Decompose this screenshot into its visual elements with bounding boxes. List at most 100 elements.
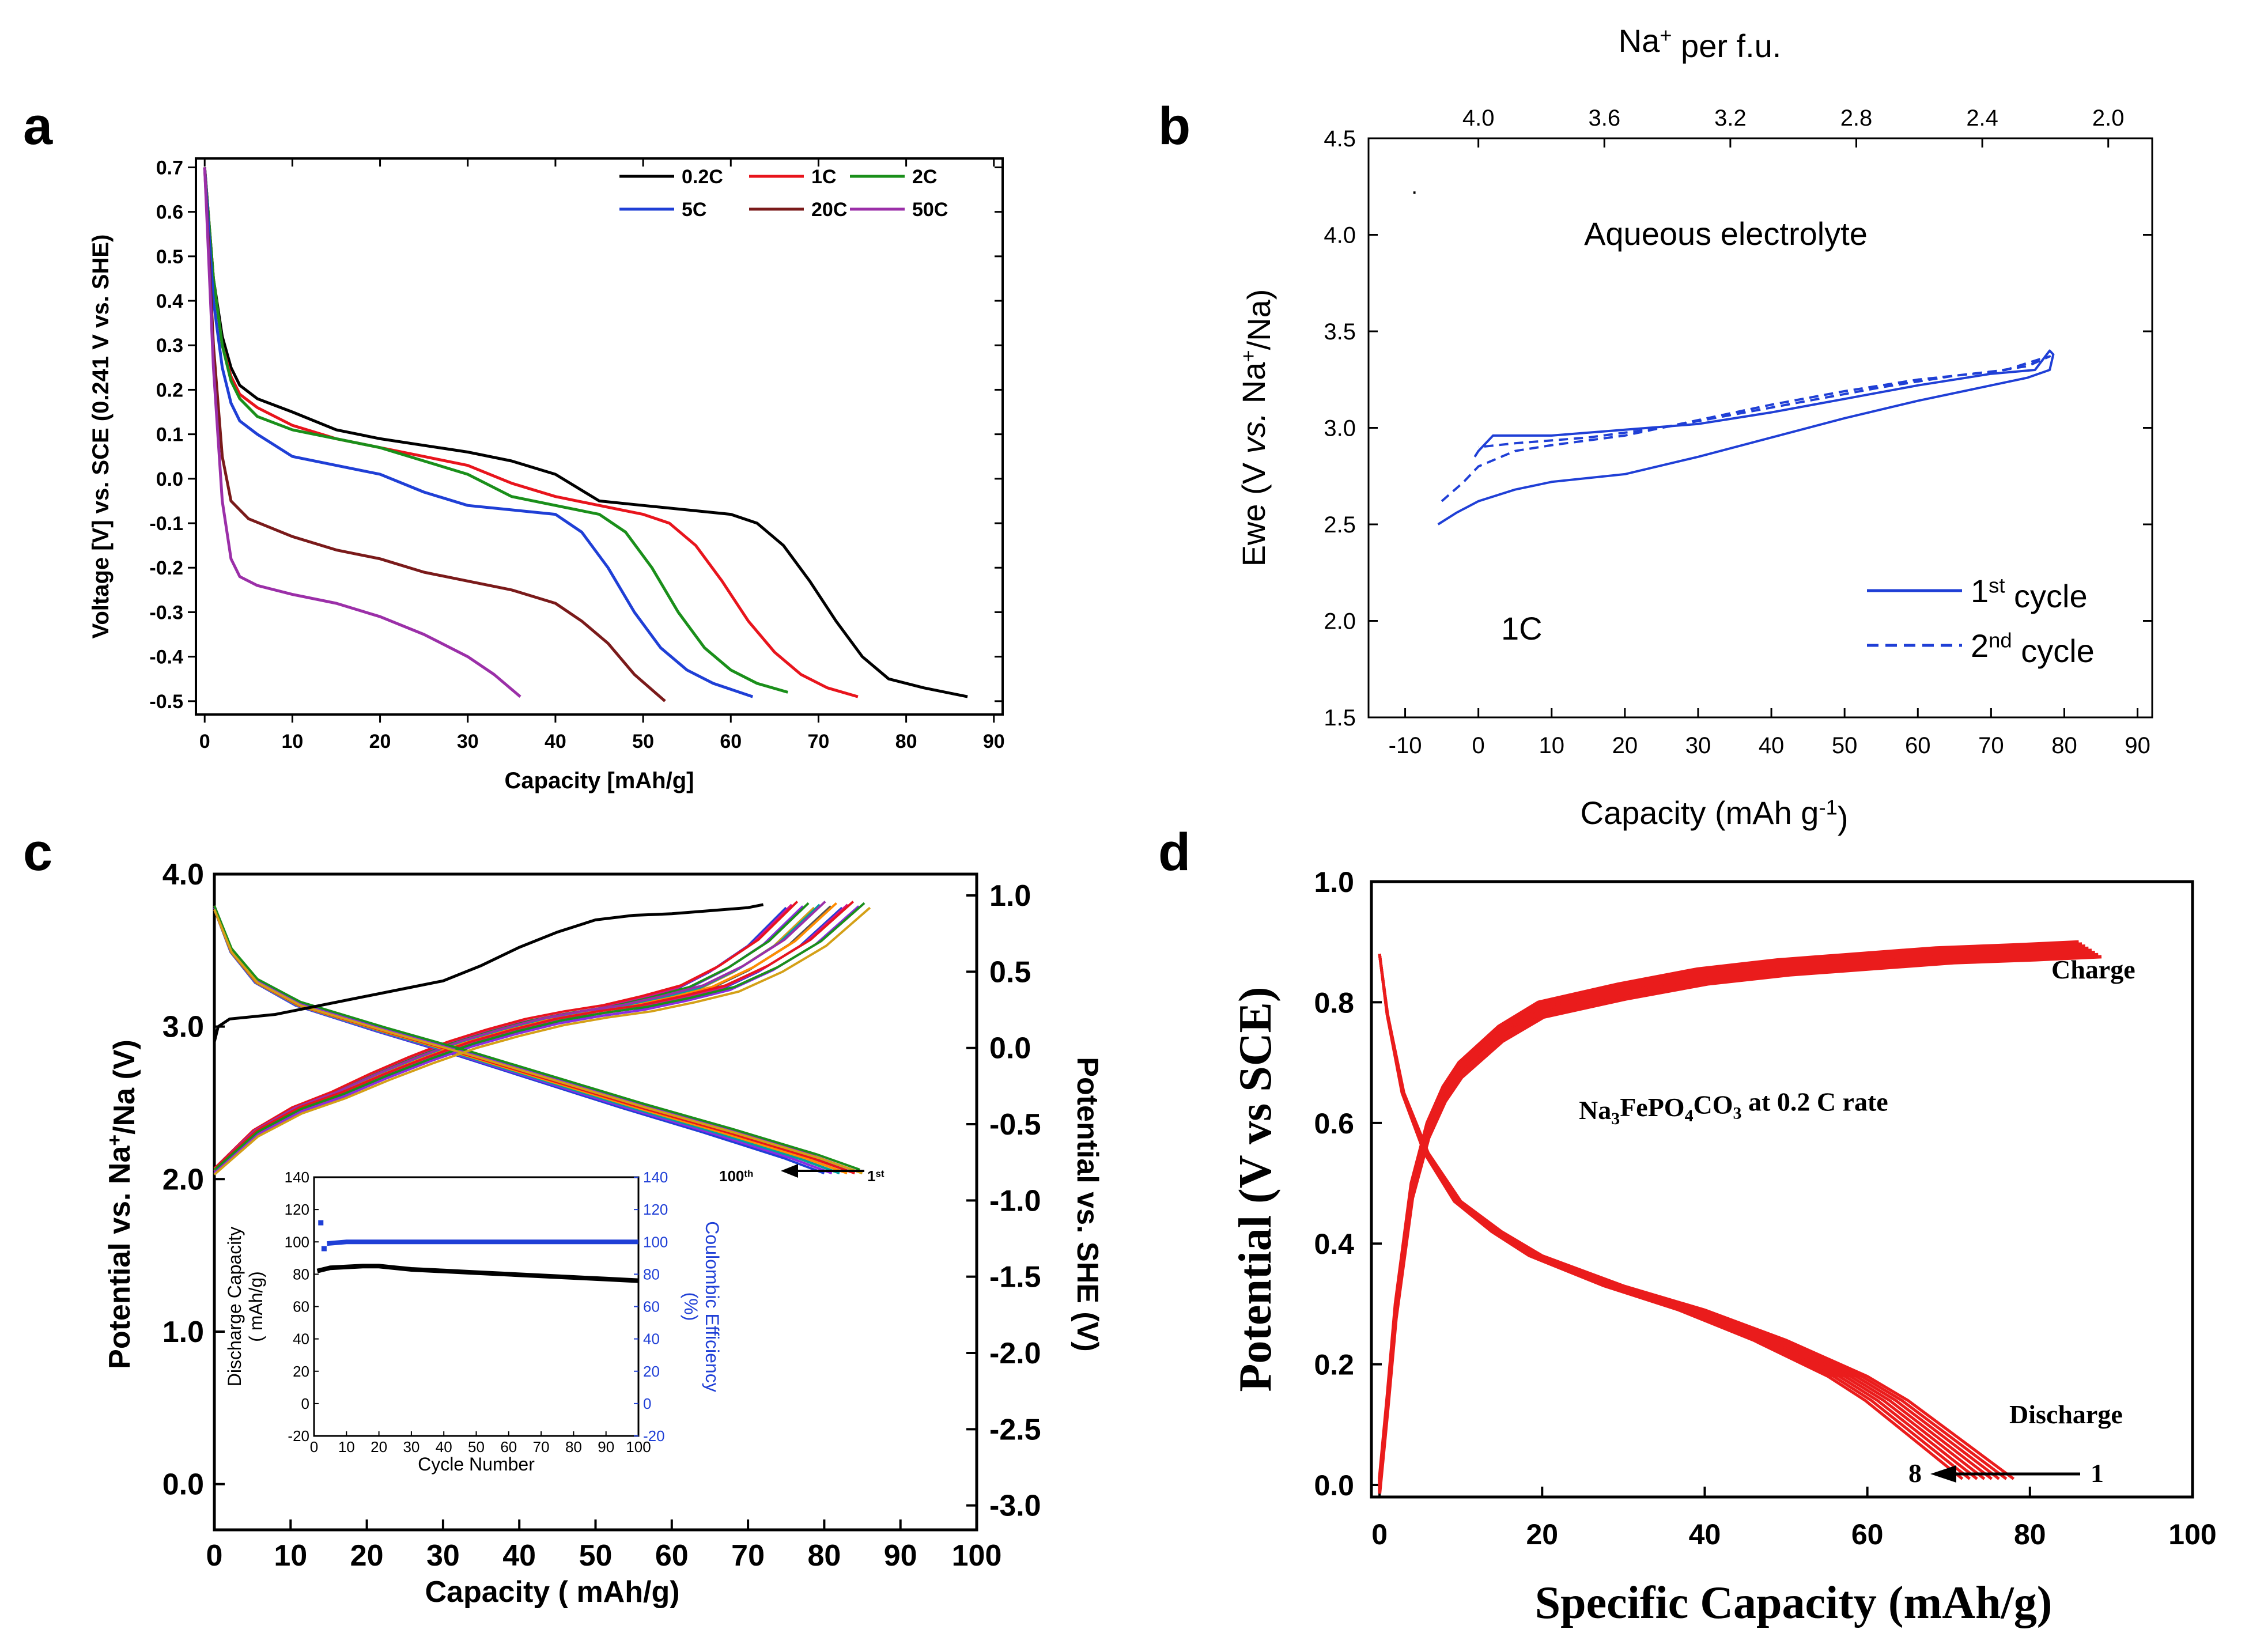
panel-d-compound-label-part: at 0.2 C rate <box>1742 1087 1888 1117</box>
panel-c-letter: c <box>23 823 52 882</box>
panel-d-charge-cycle <box>1378 946 2089 1485</box>
panel-d-xtick-label: 20 <box>1526 1518 1558 1551</box>
panel-a-series-5C <box>203 167 754 698</box>
panel-a-ytick-label: 0.7 <box>156 157 183 179</box>
panel-a-series-0.2C <box>203 167 968 698</box>
panel-a-ytick-label: -0.3 <box>149 602 183 623</box>
panel-b-ylabel-part: + <box>1237 350 1260 362</box>
panel-d-compound-label-part: 3 <box>1611 1109 1620 1128</box>
panel-c-inset-ylabel-2: ( mAh/g) <box>245 1271 266 1342</box>
panel-b-dot: · <box>1411 179 1418 204</box>
panel-c-inset-xtick-label: 10 <box>338 1438 355 1456</box>
panel-d-ytick-label: 0.2 <box>1314 1349 1354 1381</box>
panel-a-legend-label: 50C <box>912 199 948 221</box>
panel-a-xtick-label: 30 <box>457 731 479 753</box>
panel-c-right-tick-label: -2.0 <box>989 1337 1041 1370</box>
panel-d-charge-cycle <box>1378 944 2085 1484</box>
panel-c-inset-frame <box>313 1176 640 1437</box>
panel-a-ytick-label: 0.3 <box>156 335 183 357</box>
panel-b-ylabel-part: vs. <box>1235 413 1272 454</box>
panel-c-inset-ytick-label: 80 <box>293 1265 309 1283</box>
panel-a-legend-label: 1C <box>811 166 836 188</box>
panel-b-xtick-label: 70 <box>1978 733 2004 758</box>
panel-d-xtick-label: 60 <box>1851 1518 1884 1551</box>
panel-b-series-2nd cycle <box>1441 355 2051 502</box>
panel-c-inset-xtick-label: 60 <box>500 1438 517 1456</box>
panel-c-inset-xtick-label: 50 <box>468 1438 485 1456</box>
panel-b-xtick-label: -10 <box>1389 733 1422 758</box>
panel-b-ylabel: Ewe (V vs. Na+/Na) <box>1235 289 1277 567</box>
panel-a-legend-label: 20C <box>811 199 847 221</box>
panel-c-inset-xtick-label: 0 <box>310 1438 318 1456</box>
panel-b-title: Aqueous electrolyte <box>1584 216 1868 252</box>
panel-c-inset-ytick-label: 20 <box>293 1363 309 1380</box>
panel-d-arrow-start: 8 <box>1908 1458 1922 1488</box>
panel-b-ytick-label: 4.0 <box>1324 223 1356 248</box>
panel-c-inset-ytick-label: 0 <box>301 1395 309 1412</box>
panel-c-inset-ytick-label: 140 <box>285 1169 309 1186</box>
panel-b-letter: b <box>1158 97 1190 156</box>
panel-a-xtick-label: 50 <box>632 731 654 753</box>
panel-d-arrow-head <box>1930 1465 1956 1483</box>
panel-c-inset-capacity <box>316 1264 639 1283</box>
panel-b-top-xlabel: Na+ per f.u. <box>1619 22 1782 64</box>
panel-d-compound-label-part: 3 <box>1733 1103 1742 1122</box>
panel-d-xtick-label: 40 <box>1689 1518 1721 1551</box>
panel-b-ytick-label: 4.5 <box>1324 126 1356 152</box>
panel-b-xtick-label: 60 <box>1905 733 1931 758</box>
panel-a: a 0 10 20 30 40 50 60 70 80 90 -0.5 -0.4 -0.3 -0.2 -0.1… <box>23 97 1005 793</box>
panel-d-charge-label: Charge <box>2051 955 2135 984</box>
panel-c-ylabel-part: Potential vs. Na <box>103 1146 137 1369</box>
panel-d: d 0 20 40 60 80 100 0.0 0.2 0.4 0.6 0.8 1.0 Specific … <box>1158 823 2217 1628</box>
panel-c-inset-xtick-label: 100 <box>626 1438 651 1456</box>
panel-b-xtick-label: 80 <box>2051 733 2077 758</box>
panel-a-ytick-label: -0.4 <box>149 647 183 668</box>
panel-c-inset-right-ylabel-2: (%) <box>681 1292 701 1321</box>
panel-c-ytick-label: 4.0 <box>162 858 204 891</box>
panel-a-ytick-label: -0.5 <box>149 691 183 713</box>
panel-b-legend-label-part: cycle <box>2012 633 2095 669</box>
panel-c-xtick-label: 60 <box>655 1539 689 1572</box>
panel-b-top-tick-label: 2.8 <box>1840 105 1873 131</box>
panel-d-compound-label-part: CO <box>1694 1090 1733 1119</box>
panel-b-legend-label: 1st cycle <box>1971 573 2088 614</box>
panel-c-inset-xtick-label: 90 <box>598 1438 614 1456</box>
panel-a-ytick-label: 0.0 <box>156 468 183 490</box>
panel-b-ylabel-part: Na <box>1235 362 1272 413</box>
panel-b-ytick-label: 3.0 <box>1324 416 1356 441</box>
panel-d-ylabel: Potential (V vs SCE) <box>1230 987 1281 1392</box>
panel-c-inset-eff-second <box>321 1246 327 1252</box>
panel-c-right-tick-label: 0.0 <box>989 1032 1031 1065</box>
panel-c-inset-ytick-label: 100 <box>285 1233 309 1250</box>
panel-b-xlabel: Capacity (mAh g-1) <box>1581 795 1849 836</box>
panel-c-ann-100-part: th <box>744 1168 753 1179</box>
panel-d-ytick-label: 0.0 <box>1314 1469 1354 1502</box>
panel-c-inset-efficiency <box>327 1239 638 1246</box>
panel-c-discharge-cycle <box>213 905 860 1171</box>
panel-b-legend-label-part: nd <box>1989 629 2012 652</box>
panel-c-right-tick-label: 1.0 <box>989 879 1031 913</box>
panel-c-inset-ylabel-1: Discharge Capacity <box>224 1227 245 1386</box>
panel-c-right-tick-label: -2.5 <box>989 1413 1041 1446</box>
panel-c-discharge-cycle <box>213 909 848 1175</box>
panel-d-charge-cycle <box>1378 955 2102 1494</box>
panel-c-charge-cycle <box>213 902 865 1171</box>
panel-d-xlabel: Specific Capacity (mAh/g) <box>1535 1578 2053 1628</box>
panel-a-xtick-label: 80 <box>895 731 917 753</box>
panel-b-xlabel-part: ) <box>1838 800 1849 836</box>
panel-b-xlabel-part: -1 <box>1819 796 1837 819</box>
panel-c-inset-xtick-label: 70 <box>533 1438 550 1456</box>
panel-a-ytick-label: -0.1 <box>149 513 183 535</box>
panel-c-inset-right-tick-label: 40 <box>643 1330 660 1348</box>
panel-d-compound-label-part: Na <box>1579 1095 1611 1125</box>
panel-c-ann-1-part: st <box>875 1168 884 1179</box>
panel-c-ylabel-part: /Na (V) <box>108 1039 141 1135</box>
panel-c-inset-right-tick-label: -20 <box>643 1427 665 1445</box>
panel-c-right-ylabel: Potential vs. SHE (V) <box>1071 1057 1104 1351</box>
panel-b-ylabel-part: Ewe (V <box>1235 453 1272 566</box>
panel-d-compound-label-part: FePO <box>1620 1092 1684 1122</box>
panel-a-xtick-label: 10 <box>281 731 303 753</box>
panel-c-ytick-label: 2.0 <box>162 1163 204 1196</box>
panel-a-xtick-label: 40 <box>545 731 566 753</box>
